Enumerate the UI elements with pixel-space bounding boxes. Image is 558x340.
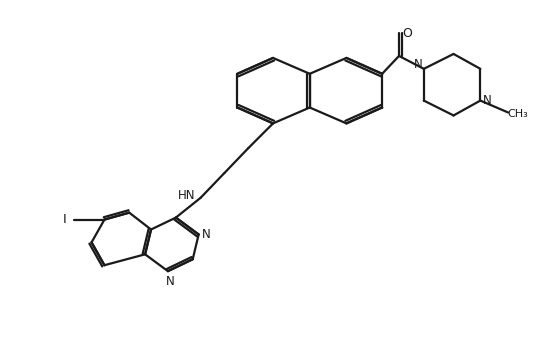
Text: HN: HN (178, 189, 195, 202)
Text: N: N (166, 275, 174, 288)
Text: I: I (63, 213, 66, 226)
Text: N: N (483, 94, 492, 107)
Text: N: N (413, 58, 422, 71)
Text: N: N (202, 228, 211, 241)
Text: CH₃: CH₃ (508, 109, 528, 119)
Text: O: O (402, 27, 412, 40)
